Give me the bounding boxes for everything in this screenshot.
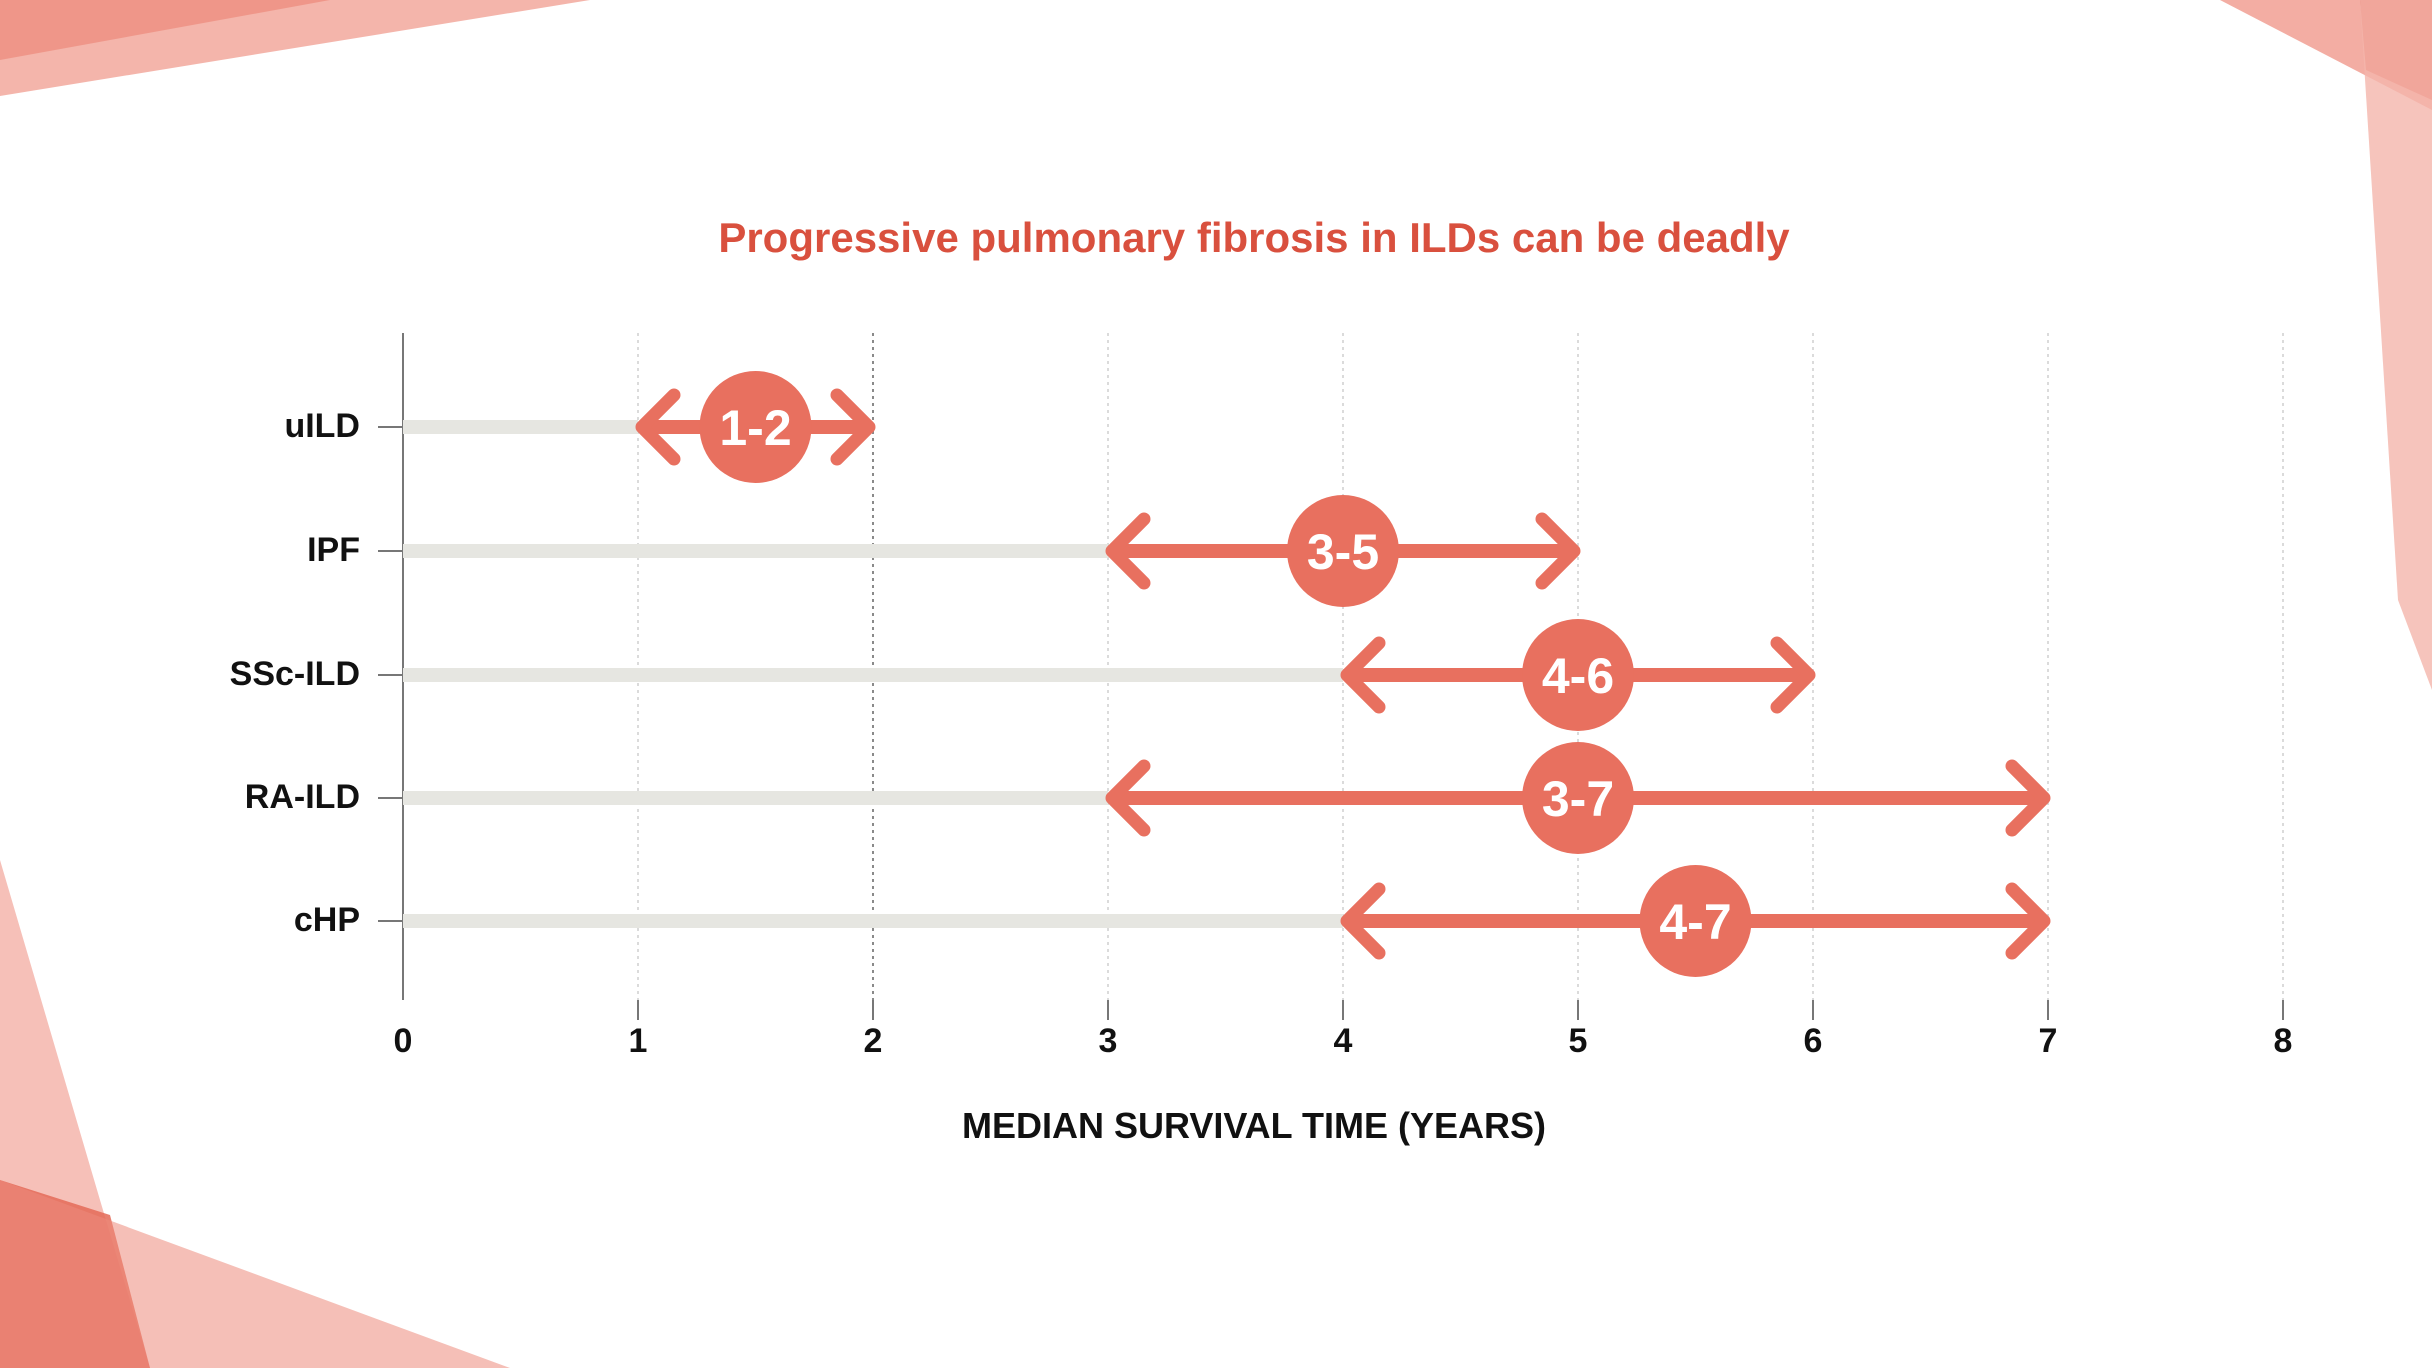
category-label-uILD: uILD	[284, 407, 360, 445]
range-bubble-uILD	[699, 371, 812, 483]
x-tick-label-2: 2	[864, 1022, 883, 1060]
range-label-uILD: 1-2	[719, 400, 791, 456]
category-labels: uILD IPF SSc-ILD RA-ILD cHP	[230, 407, 360, 939]
range-right-arrow-IPF	[1535, 512, 1581, 590]
range-uILD: 1-2	[635, 371, 876, 483]
x-tick-label-0: 0	[394, 1022, 413, 1060]
range-right-arrow-uILD	[830, 388, 876, 466]
x-tick-label-8: 8	[2274, 1022, 2293, 1060]
range-left-arrow-uILD	[635, 388, 681, 466]
range-bubble-cHP	[1639, 865, 1752, 977]
chart-title: Progressive pulmonary fibrosis in ILDs c…	[718, 214, 1790, 261]
gridlines	[637, 333, 2284, 1020]
x-tick-label-4: 4	[1334, 1022, 1353, 1060]
range-left-arrow-cHP	[1340, 882, 1386, 960]
category-label-SSc-ILD: SSc-ILD	[230, 655, 360, 693]
range-label-SSc-ILD: 4-6	[1542, 648, 1614, 704]
category-label-cHP: cHP	[294, 901, 360, 939]
range-right-arrow-SSc-ILD	[1770, 636, 1816, 714]
axes	[378, 333, 404, 1000]
x-axis-title: MEDIAN SURVIVAL TIME (YEARS)	[962, 1105, 1546, 1146]
category-label-RA-ILD: RA-ILD	[245, 778, 360, 816]
x-tick-label-3: 3	[1099, 1022, 1118, 1060]
decor-shard-bottom-left-3	[0, 1180, 510, 1368]
range-right-arrow-RA-ILD	[2005, 759, 2051, 837]
tracks	[403, 420, 1343, 928]
range-label-RA-ILD: 3-7	[1542, 771, 1614, 827]
range-left-arrow-RA-ILD	[1105, 759, 1151, 837]
range-bubble-IPF	[1287, 495, 1399, 607]
decor-shard-top-left-2	[0, 0, 330, 60]
x-tick-label-7: 7	[2039, 1022, 2058, 1060]
x-tick-label-1: 1	[629, 1022, 648, 1060]
x-tick-label-6: 6	[1804, 1022, 1823, 1060]
decor-shard-right-edge	[2360, 0, 2432, 690]
range-left-arrow-IPF	[1105, 512, 1151, 590]
range-bubble-SSc-ILD	[1522, 619, 1634, 731]
range-IPF: 3-5	[1105, 495, 1581, 607]
ranges: 1-2 3-5 4-6 3-7 4-7	[635, 371, 2051, 977]
range-bubble-RA-ILD	[1522, 742, 1634, 854]
range-RA-ILD: 3-7	[1105, 742, 2051, 854]
x-tick-labels: 0 1 2 3 4 5 6 7 8	[394, 1022, 2293, 1060]
range-label-IPF: 3-5	[1307, 524, 1379, 580]
range-cHP: 4-7	[1340, 865, 2051, 977]
x-tick-label-5: 5	[1569, 1022, 1588, 1060]
range-label-cHP: 4-7	[1659, 894, 1731, 950]
range-left-arrow-SSc-ILD	[1340, 636, 1386, 714]
range-right-arrow-cHP	[2005, 882, 2051, 960]
category-label-IPF: IPF	[307, 531, 360, 569]
range-SSc-ILD: 4-6	[1340, 619, 1816, 731]
